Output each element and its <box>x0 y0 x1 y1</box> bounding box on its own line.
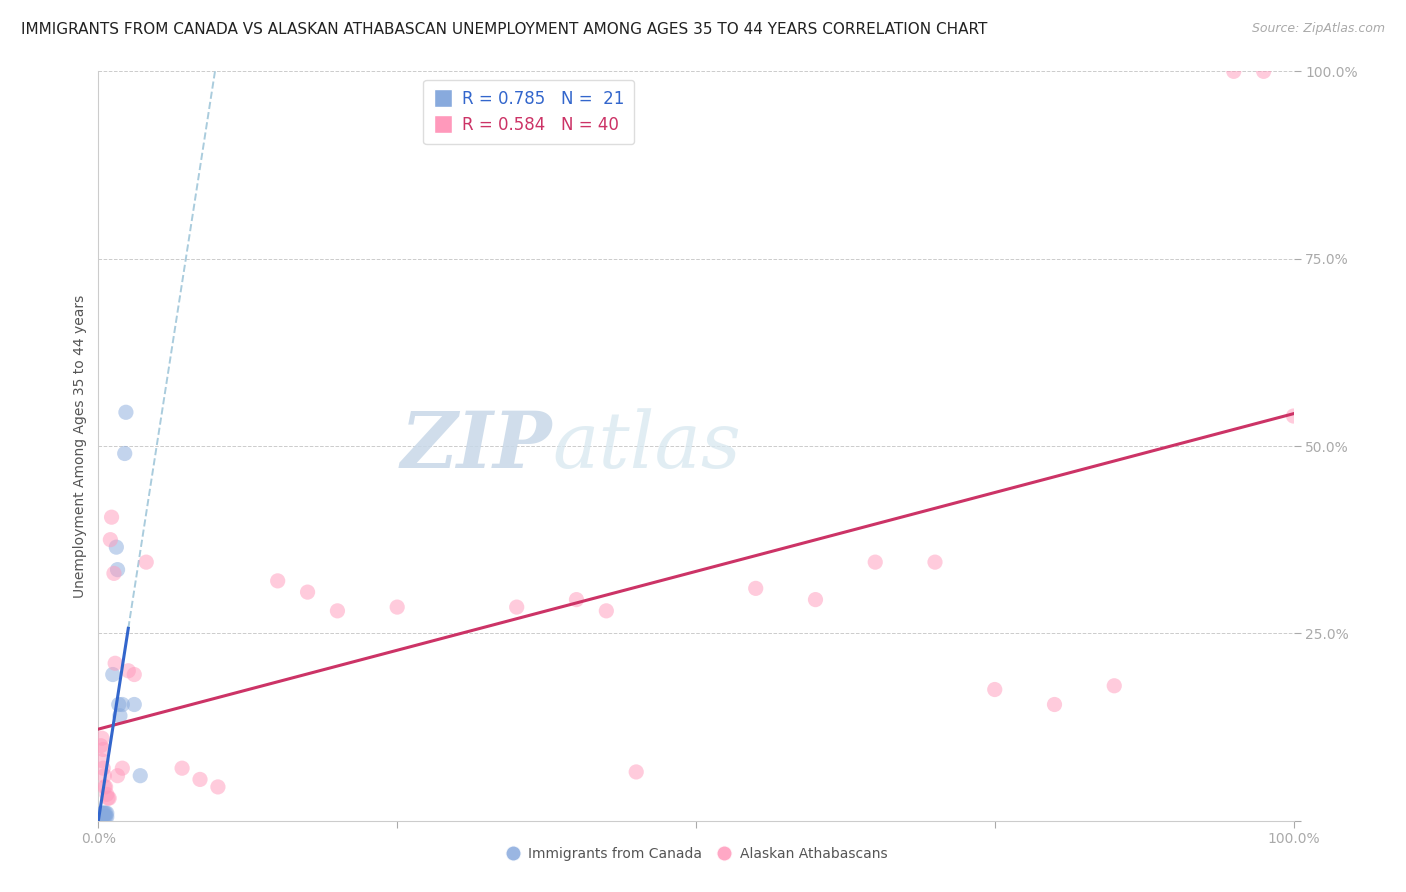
Point <box>105 540 128 554</box>
Point <box>1282 409 1305 423</box>
Point <box>626 764 648 779</box>
Point <box>104 657 127 671</box>
Legend: Immigrants from Canada, Alaskan Athabascans: Immigrants from Canada, Alaskan Athabasc… <box>499 841 893 866</box>
Point <box>91 754 114 768</box>
Point <box>93 806 115 821</box>
Point <box>101 667 124 681</box>
Y-axis label: Unemployment Among Ages 35 to 44 years: Unemployment Among Ages 35 to 44 years <box>73 294 87 598</box>
Point <box>91 761 114 775</box>
Point <box>297 585 319 599</box>
Point <box>98 791 121 805</box>
Point <box>595 604 617 618</box>
Point <box>1253 64 1275 78</box>
Point <box>1104 679 1126 693</box>
Point <box>984 682 1007 697</box>
Point <box>91 742 114 756</box>
Point <box>90 810 112 824</box>
Point <box>91 810 114 824</box>
Point <box>108 708 131 723</box>
Point <box>91 810 114 824</box>
Text: atlas: atlas <box>553 408 741 484</box>
Point <box>93 769 115 783</box>
Point <box>326 604 349 618</box>
Point <box>207 780 229 794</box>
Point <box>103 566 125 581</box>
Point <box>96 810 118 824</box>
Text: Source: ZipAtlas.com: Source: ZipAtlas.com <box>1251 22 1385 36</box>
Point <box>107 563 129 577</box>
Point <box>111 698 134 712</box>
Point <box>745 582 768 596</box>
Point <box>135 555 157 569</box>
Point <box>924 555 946 569</box>
Point <box>804 592 827 607</box>
Point <box>100 510 122 524</box>
Point <box>267 574 290 588</box>
Point <box>565 592 588 607</box>
Point <box>90 739 112 753</box>
Point <box>1223 64 1246 78</box>
Point <box>114 446 136 460</box>
Point <box>124 698 146 712</box>
Point <box>91 806 114 821</box>
Text: IMMIGRANTS FROM CANADA VS ALASKAN ATHABASCAN UNEMPLOYMENT AMONG AGES 35 TO 44 YE: IMMIGRANTS FROM CANADA VS ALASKAN ATHABA… <box>21 22 987 37</box>
Point <box>506 600 529 615</box>
Point <box>91 731 114 746</box>
Point <box>865 555 887 569</box>
Point <box>1043 698 1066 712</box>
Point <box>93 780 115 794</box>
Point <box>385 600 409 615</box>
Point <box>117 664 139 678</box>
Point <box>129 769 152 783</box>
Point <box>98 533 122 547</box>
Point <box>107 769 129 783</box>
Point <box>188 772 211 787</box>
Point <box>97 791 120 805</box>
Point <box>115 405 138 419</box>
Point <box>91 806 114 821</box>
Point <box>172 761 194 775</box>
Point <box>96 806 118 821</box>
Point <box>124 667 146 681</box>
Point <box>111 761 134 775</box>
Point <box>94 806 117 821</box>
Point <box>93 810 115 824</box>
Point <box>96 788 118 802</box>
Text: ZIP: ZIP <box>401 408 553 484</box>
Point <box>107 698 129 712</box>
Point <box>94 810 117 824</box>
Point <box>94 780 117 794</box>
